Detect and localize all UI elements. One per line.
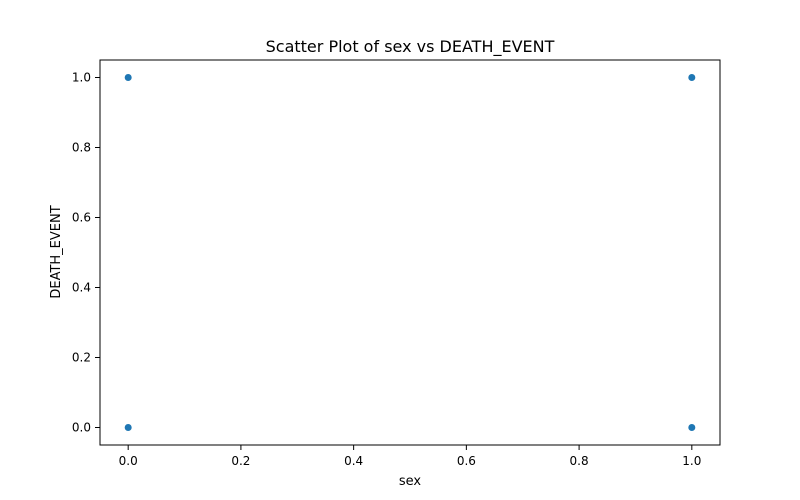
y-tick-label: 0.2 xyxy=(72,351,91,365)
x-tick-label: 1.0 xyxy=(682,454,701,468)
y-axis: 0.0 0.2 0.4 0.6 0.8 1.0 xyxy=(72,71,100,435)
data-point xyxy=(688,74,696,81)
plot-area xyxy=(99,59,721,446)
x-tick-label: 0.8 xyxy=(570,454,589,468)
x-tick-label: 0.4 xyxy=(344,454,363,468)
y-tick-label: 0.8 xyxy=(72,141,91,155)
data-point xyxy=(688,424,696,431)
data-point xyxy=(124,74,132,81)
y-tick-label: 0.6 xyxy=(72,211,91,225)
y-tick-label: 0.4 xyxy=(72,281,91,295)
x-tick-label: 0.2 xyxy=(231,454,250,468)
y-axis-label: DEATH_EVENT xyxy=(49,205,64,298)
x-axis-label: sex xyxy=(399,474,422,489)
x-tick-label: 0.0 xyxy=(119,454,138,468)
y-tick-label: 0.0 xyxy=(72,421,91,435)
y-tick-label: 1.0 xyxy=(72,71,91,85)
x-tick-label: 0.6 xyxy=(457,454,476,468)
chart-title: Scatter Plot of sex vs DEATH_EVENT xyxy=(266,37,555,57)
x-axis: 0.0 0.2 0.4 0.6 0.8 1.0 xyxy=(119,445,701,468)
data-point xyxy=(124,424,132,431)
data-points xyxy=(124,74,696,431)
